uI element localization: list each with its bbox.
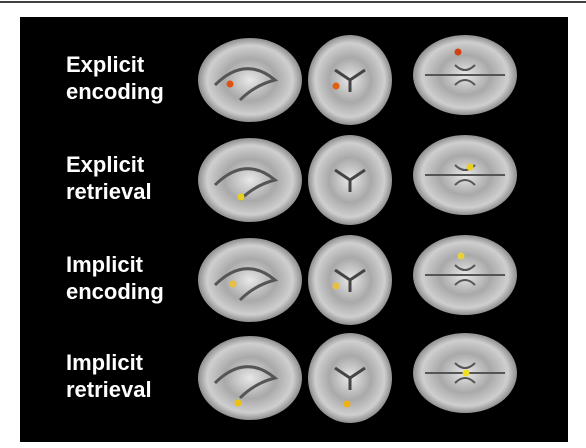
- activation-spot: [466, 163, 474, 171]
- activation-spot: [332, 82, 340, 90]
- row-label: encoding: [66, 79, 164, 104]
- sagittal-slice: [198, 38, 302, 122]
- coronal-detail: [334, 268, 366, 292]
- axial-detail: [425, 264, 505, 286]
- sagittal-detail: [213, 67, 279, 102]
- activation-spot: [462, 369, 470, 377]
- axial-detail: [425, 64, 505, 86]
- activation-spot: [332, 282, 340, 290]
- sagittal-detail: [213, 167, 279, 202]
- row-label: Explicit: [66, 52, 145, 77]
- coronal-detail: [334, 366, 366, 390]
- activation-spot: [237, 193, 245, 201]
- rows: ExplicitencodingExplicitretrievalImplici…: [66, 35, 517, 423]
- activation-spot: [457, 252, 465, 260]
- row-label: encoding: [66, 279, 164, 304]
- activation-spot: [229, 280, 237, 288]
- sagittal-detail: [213, 365, 279, 400]
- row-label: Implicit: [66, 350, 144, 375]
- sagittal-slice: [198, 138, 302, 222]
- coronal-detail: [334, 168, 366, 192]
- activation-spot: [234, 399, 242, 407]
- row-label: Implicit: [66, 252, 144, 277]
- activation-spot: [454, 48, 462, 56]
- sagittal-slice: [198, 336, 302, 420]
- sagittal-detail: [213, 267, 279, 302]
- sagittal-slice: [198, 238, 302, 322]
- row-label: retrieval: [66, 179, 152, 204]
- row-label: Explicit: [66, 152, 145, 177]
- activation-spot: [343, 400, 351, 408]
- coronal-detail: [334, 68, 366, 92]
- activation-spot: [226, 80, 234, 88]
- row-label: retrieval: [66, 377, 152, 402]
